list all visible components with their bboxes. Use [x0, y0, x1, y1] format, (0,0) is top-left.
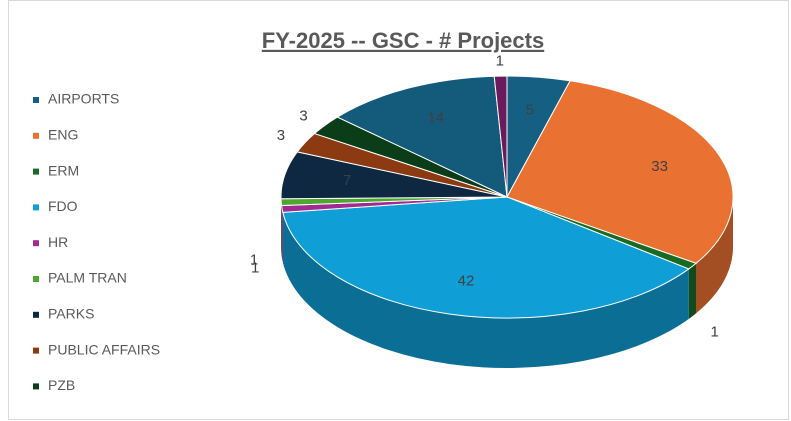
- slice: [282, 196, 690, 319]
- data-label: 1: [250, 252, 258, 269]
- data-label: 3: [277, 127, 285, 144]
- legend-label: AIRPORTS: [48, 91, 119, 107]
- legend-label: PARKS: [48, 306, 94, 322]
- data-label: 42: [458, 272, 475, 289]
- legend-label: PUBLIC AFFAIRS: [48, 341, 160, 357]
- slice-side: [281, 205, 283, 263]
- legend-swatch: [33, 276, 39, 282]
- data-label: 1: [496, 53, 504, 70]
- chart-title: FY-2025 -- GSC - # Projects: [262, 28, 544, 53]
- legend-swatch: [33, 168, 39, 175]
- slice: [336, 75, 508, 198]
- legend-label: PZB: [48, 377, 75, 393]
- legend-swatch: [33, 347, 39, 354]
- legend-label: ENG: [48, 127, 78, 143]
- slice-side: [282, 212, 689, 368]
- legend-label: FDO: [48, 198, 78, 214]
- data-label: 7: [343, 172, 351, 189]
- slice: [506, 80, 734, 264]
- data-label: 5: [526, 102, 534, 119]
- legend-swatch: [33, 311, 39, 318]
- legend-label: PALM TRAN: [48, 270, 127, 286]
- data-label: 14: [427, 110, 444, 127]
- legend-label: HR: [48, 234, 68, 250]
- legend-swatch: [33, 97, 39, 103]
- data-label: 1: [251, 259, 259, 276]
- slice-side: [696, 197, 733, 314]
- slice-side: [688, 263, 697, 319]
- data-label: 33: [651, 158, 668, 175]
- legend-swatch: [33, 132, 39, 139]
- slice-side: [281, 198, 282, 256]
- chart-border: [8, 0, 789, 420]
- data-label: 1: [711, 323, 719, 340]
- data-label: 3: [299, 107, 307, 124]
- legend-swatch: [33, 240, 39, 247]
- legend-swatch: [33, 383, 39, 390]
- slice: [493, 75, 508, 198]
- legend-label: ERM: [48, 162, 79, 178]
- legend-swatch: [33, 204, 39, 211]
